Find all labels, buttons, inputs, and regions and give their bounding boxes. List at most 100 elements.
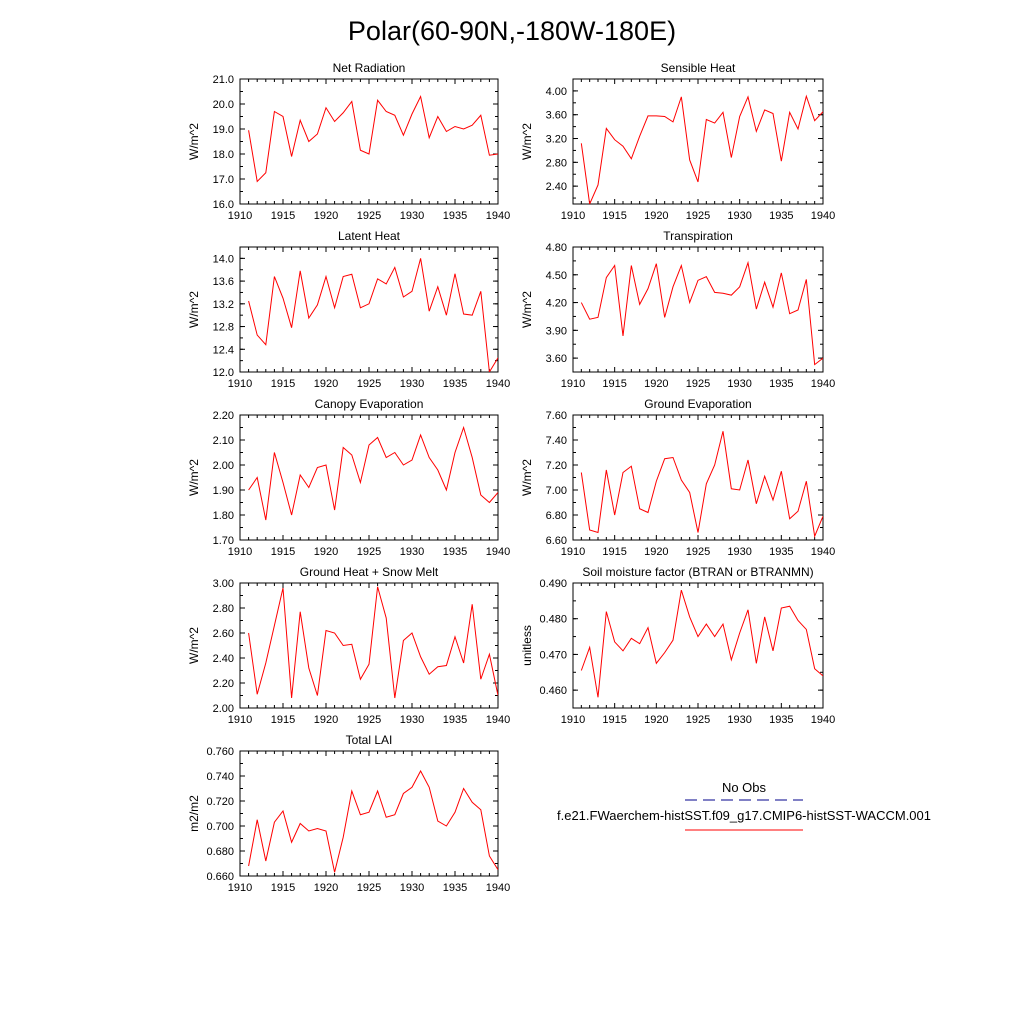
y-axis-label: m2/m2 [187,795,201,832]
x-tick-label: 1940 [811,378,835,390]
y-tick-label: 2.60 [213,628,234,640]
series-line [248,425,498,521]
x-tick-label: 1910 [228,714,252,726]
x-tick-label: 1925 [357,210,381,222]
panel-5: Ground Evaporation 1910 1915 1920 1925 1930 19… [520,397,835,558]
panels: Net Radiation 1910 1915 1920 1925 1930 1935 194… [187,61,835,894]
x-tick-label: 1930 [400,378,424,390]
y-tick-label: 2.20 [213,678,234,690]
x-tick-label: 1910 [228,378,252,390]
y-tick-label: 12.0 [213,367,234,379]
panel-0: Net Radiation 1910 1915 1920 1925 1930 1935 194… [187,61,510,222]
y-axis-label: W/m^2 [520,291,534,328]
y-tick-label: 1.70 [213,535,234,547]
x-tick-label: 1920 [314,378,338,390]
y-tick-label: 0.760 [206,746,234,758]
y-tick-label: 17.0 [213,174,234,186]
x-tick-label: 1940 [811,546,835,558]
x-tick-label: 1935 [443,210,467,222]
y-tick-label: 3.90 [546,325,567,337]
plot-frame [239,750,499,877]
x-tick-label: 1940 [811,210,835,222]
y-tick-label: 12.8 [213,322,234,334]
y-tick-label: 1.80 [213,510,234,522]
legend: No Obs f.e21.FWaerchem-histSST.f09_g17.C… [557,780,931,831]
y-tick-label: 7.40 [546,435,567,447]
y-tick-label: 2.00 [213,460,234,472]
y-axis-label: W/m^2 [520,123,534,160]
y-tick-label: 2.40 [213,653,234,665]
x-tick-label: 1915 [271,378,295,390]
x-tick-label: 1935 [443,714,467,726]
x-tick-label: 1910 [228,882,252,894]
x-tick-label: 1925 [357,378,381,390]
x-tick-label: 1935 [769,378,793,390]
figure-title: Polar(60-90N,-180W-180E) [348,16,676,46]
y-tick-label: 7.00 [546,485,567,497]
panel-title: Latent Heat [338,229,401,243]
y-tick-label: 3.20 [546,134,567,146]
series-line [580,94,823,204]
y-tick-label: 2.80 [213,603,234,615]
y-tick-label: 1.90 [213,485,234,497]
panel-title: Net Radiation [333,61,406,75]
x-tick-label: 1925 [686,546,710,558]
panel-title: Transpiration [663,229,733,243]
x-tick-label: 1915 [271,210,295,222]
y-axis-label: W/m^2 [187,123,201,160]
y-tick-label: 0.720 [206,796,234,808]
x-tick-label: 1940 [486,882,510,894]
x-tick-label: 1920 [644,714,668,726]
y-tick-label: 14.0 [213,253,234,265]
x-tick-label: 1935 [443,882,467,894]
x-tick-label: 1915 [271,882,295,894]
series-line [580,260,823,366]
x-tick-label: 1910 [561,210,585,222]
x-tick-label: 1915 [602,714,626,726]
x-tick-label: 1935 [443,378,467,390]
legend-label-no-obs: No Obs [722,780,767,795]
y-tick-label: 4.50 [546,270,567,282]
y-tick-label: 2.40 [546,181,567,193]
panel-title: Ground Heat + Snow Melt [300,565,439,579]
panel-title: Ground Evaporation [644,397,751,411]
y-tick-label: 0.700 [206,821,234,833]
y-axis-label: unitless [520,625,534,666]
series-line [248,258,498,372]
plot-frame [239,78,499,205]
y-tick-label: 0.480 [539,614,567,626]
panel-8: Total LAI 1910 1915 1920 1925 1930 1935 1940 0.6… [187,733,510,894]
x-tick-label: 1915 [271,546,295,558]
y-tick-label: 0.740 [206,771,234,783]
x-tick-label: 1930 [727,378,751,390]
y-tick-label: 13.6 [213,276,234,288]
x-tick-label: 1935 [769,210,793,222]
x-tick-label: 1940 [486,210,510,222]
plot-frame [239,414,499,541]
x-tick-label: 1920 [314,210,338,222]
panel-3: Transpiration 1910 1915 1920 1925 1930 1935 194… [520,229,835,390]
x-tick-label: 1920 [314,714,338,726]
y-tick-label: 2.20 [213,410,234,422]
x-tick-label: 1930 [400,210,424,222]
panel-title: Soil moisture factor (BTRAN or BTRANMN) [582,565,813,579]
series-line [580,431,823,539]
y-tick-label: 3.60 [546,110,567,122]
x-tick-label: 1915 [271,714,295,726]
panel-title: Total LAI [346,733,393,747]
x-tick-label: 1940 [486,714,510,726]
panel-4: Canopy Evaporation 1910 1915 1920 1925 1930 19… [187,397,510,558]
x-tick-label: 1910 [228,210,252,222]
x-tick-label: 1925 [686,378,710,390]
panel-title: Canopy Evaporation [315,397,424,411]
plot-frame [239,582,499,709]
series-line [248,769,498,873]
y-tick-label: 4.00 [546,86,567,98]
y-tick-label: 13.2 [213,299,234,311]
y-tick-label: 4.80 [546,242,567,254]
y-tick-label: 12.4 [213,344,234,356]
y-tick-label: 6.60 [546,535,567,547]
plot-frame [572,246,824,373]
plot-frame [572,78,824,205]
